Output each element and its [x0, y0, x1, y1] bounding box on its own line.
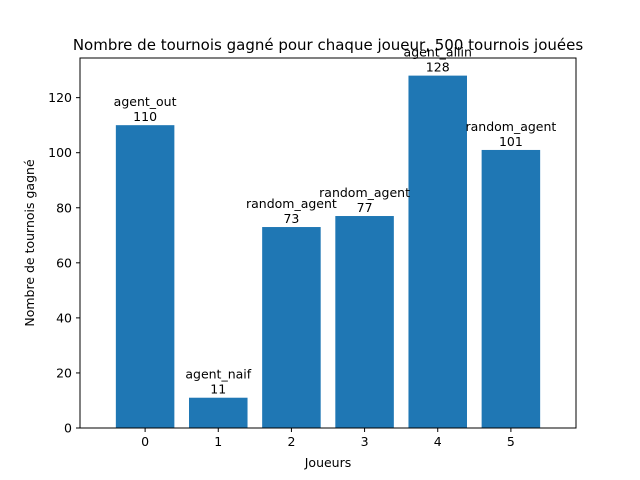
bar-name-label-2: random_agent — [246, 196, 337, 211]
chart-title: Nombre de tournois gagné pour chaque jou… — [73, 36, 584, 54]
x-tick-label-4: 4 — [434, 434, 442, 449]
y-tick-label-2: 40 — [56, 310, 72, 325]
bars-group — [115, 75, 541, 429]
bar-name-label-1: agent_naif — [185, 367, 251, 382]
y-tick-label-6: 120 — [48, 90, 72, 105]
bar-value-label-4: 128 — [426, 60, 450, 75]
bar-3 — [335, 216, 394, 428]
bar-value-label-3: 77 — [357, 200, 373, 215]
x-tick-label-1: 1 — [214, 434, 222, 449]
y-tick-label-5: 100 — [48, 145, 72, 160]
bar-name-label-4: agent_allin — [404, 45, 472, 60]
y-tick-label-3: 60 — [56, 255, 72, 270]
x-axis: 0 1 2 3 4 5 — [141, 428, 515, 449]
bar-name-label-0: agent_out — [114, 94, 177, 109]
x-axis-label: Joueurs — [304, 455, 352, 470]
y-tick-label-4: 80 — [56, 200, 72, 215]
bar-1 — [189, 397, 248, 428]
bar-value-label-5: 101 — [499, 134, 523, 149]
bar-value-label-1: 11 — [210, 382, 226, 397]
plot-frame — [79, 57, 577, 429]
bar-5 — [481, 149, 541, 428]
bar-0 — [115, 125, 175, 429]
x-tick-label-0: 0 — [141, 434, 149, 449]
x-tick-label-3: 3 — [361, 434, 369, 449]
y-axis: 0 20 40 60 80 100 120 — [48, 90, 80, 436]
bar-4 — [408, 75, 467, 428]
bar-name-label-3: random_agent — [319, 185, 410, 200]
y-tick-label-0: 0 — [64, 421, 72, 436]
x-tick-label-5: 5 — [507, 434, 515, 449]
y-tick-label-1: 20 — [56, 365, 72, 380]
bar-value-label-0: 110 — [133, 109, 157, 124]
bar-name-label-5: random_agent — [465, 119, 556, 134]
x-tick-label-2: 2 — [287, 434, 295, 449]
y-axis-label: Nombre de tournois gagné — [22, 159, 37, 327]
bar-2 — [262, 227, 321, 428]
bar-value-label-2: 73 — [283, 211, 299, 226]
